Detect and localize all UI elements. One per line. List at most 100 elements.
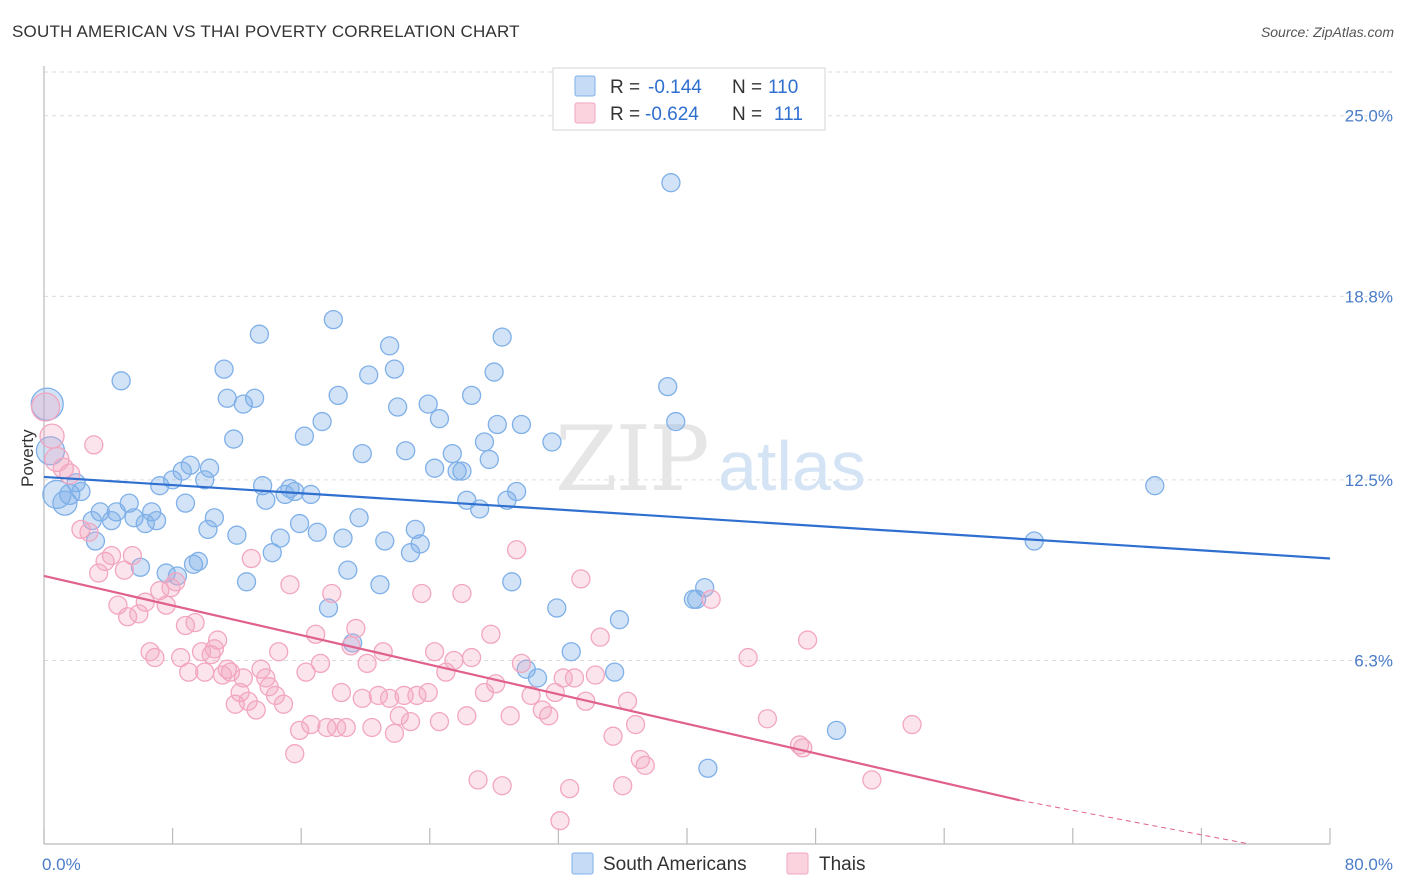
source-label: Source: ZipAtlas.com [1260, 24, 1394, 40]
south-americans-point [146, 510, 167, 531]
thais-point [511, 653, 532, 674]
thais-point [280, 575, 300, 595]
thais-point [30, 392, 61, 422]
legend-n-label-1: N = [732, 77, 762, 98]
south-americans-point [236, 572, 257, 592]
legend-box [552, 67, 826, 131]
thais-point [444, 650, 464, 671]
y-tick-labels: 6.3% 12.5% 18.8% 25.0% [1345, 107, 1393, 671]
south-americans-point [359, 365, 379, 385]
south-americans-point [410, 534, 430, 554]
south-americans-point [312, 411, 332, 432]
south-americans-point [333, 528, 353, 548]
south-americans-point [349, 508, 369, 528]
thais-point [269, 642, 289, 662]
thais-point [418, 682, 438, 703]
south-americans-point [698, 758, 718, 778]
watermark: ZIP atlas [555, 407, 866, 512]
thais-point [301, 714, 321, 735]
south-americans-point [204, 508, 225, 528]
thais-point [564, 668, 585, 688]
south-americans-point [502, 572, 522, 592]
thais-point [217, 659, 237, 679]
south-americans-point [352, 443, 372, 464]
south-americans-point [375, 531, 395, 551]
south-americans-point [318, 598, 339, 618]
thais-point [757, 709, 778, 729]
south-americans-point [405, 519, 425, 540]
thais-point [336, 717, 356, 738]
south-americans-point [826, 720, 847, 741]
thais-point [571, 569, 591, 589]
south-americans-point [418, 394, 438, 414]
thais-point [170, 647, 191, 668]
thais-point [506, 540, 527, 560]
thais-point [39, 423, 65, 449]
south-americans-point [328, 385, 348, 406]
thais-point [797, 630, 818, 650]
legend-swatch-south-americans [574, 75, 596, 97]
thais-point [368, 685, 389, 706]
legend-swatch-thais-bottom [786, 852, 809, 875]
thais-point [429, 711, 450, 732]
thais-point [407, 685, 427, 706]
south-americans-point [124, 508, 144, 528]
thais-point [79, 522, 99, 542]
thais-point [603, 726, 623, 746]
thais-point [379, 688, 400, 708]
thais-point [89, 563, 109, 583]
thais-point [701, 589, 721, 609]
thais-point [296, 662, 316, 682]
south-americans-point [111, 371, 131, 391]
legend-r-label-1: R = [610, 77, 640, 98]
thais-point [560, 778, 580, 799]
south-americans-point [452, 461, 472, 481]
south-americans-point [338, 560, 358, 580]
thais-point [412, 583, 432, 604]
legend-swatch-south-americans-bottom [571, 852, 594, 875]
thais-point [117, 607, 138, 627]
south-americans-point [119, 493, 139, 513]
thais-point [521, 685, 541, 706]
thais-point [553, 668, 573, 688]
watermark-atlas: atlas [718, 427, 866, 505]
south-americans-point [224, 429, 244, 449]
south-americans-point [307, 522, 327, 542]
south-americans-point [474, 432, 495, 452]
thais-point [246, 700, 266, 720]
series-south-americans [30, 173, 1165, 778]
thais-point [635, 755, 655, 775]
thais-point [241, 548, 262, 569]
south-americans-point [244, 388, 265, 408]
thais-point [331, 682, 352, 703]
legend-label-south-americans: South Americans [603, 854, 747, 875]
south-americans-point [447, 461, 467, 481]
south-americans-point [506, 481, 527, 502]
axes [43, 66, 1331, 845]
thais-point [273, 694, 294, 714]
south-americans-point [294, 426, 315, 446]
south-americans-point [180, 455, 200, 475]
thais-point [468, 770, 488, 790]
thais-point [285, 744, 305, 764]
south-americans-point [256, 490, 276, 510]
south-americans-point [479, 449, 499, 470]
south-americans-point [487, 414, 507, 435]
thais-point [122, 545, 143, 566]
thais-point [481, 624, 501, 644]
thais-point [384, 723, 405, 743]
thais-point [129, 604, 149, 624]
south-americans-point [195, 470, 215, 490]
thais-point [289, 720, 310, 741]
legend-swatch-thais [574, 102, 596, 124]
south-americans-point [396, 441, 416, 461]
thais-point [625, 714, 646, 735]
south-americans-point [484, 362, 504, 382]
south-americans-point [469, 499, 490, 519]
thais-point [457, 706, 477, 726]
thais-point [135, 592, 155, 612]
south-americans-point [387, 397, 408, 417]
south-americans-point [71, 481, 91, 502]
south-americans-point [370, 575, 390, 595]
